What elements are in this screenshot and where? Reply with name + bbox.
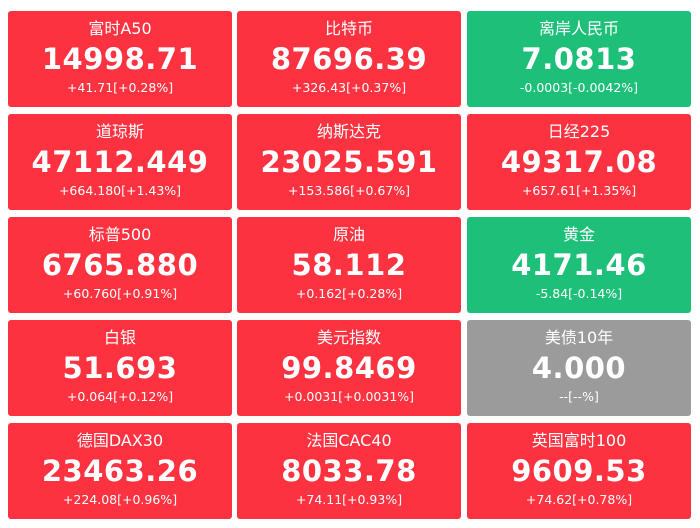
quote-price: 58.112 bbox=[291, 248, 407, 282]
quote-name: 富时A50 bbox=[88, 19, 152, 38]
quote-price: 49317.08 bbox=[500, 145, 658, 179]
quote-price: 6765.880 bbox=[41, 248, 199, 282]
quote-tile-dax30[interactable]: 德国DAX30 23463.26 +224.08[+0.96%] bbox=[8, 423, 232, 519]
quote-name: 标普500 bbox=[88, 225, 152, 244]
quote-name: 美债10年 bbox=[544, 328, 614, 347]
quote-tile-silver[interactable]: 白银 51.693 +0.064[+0.12%] bbox=[8, 320, 232, 416]
quote-name: 比特币 bbox=[324, 19, 373, 38]
quote-name: 德国DAX30 bbox=[76, 431, 164, 450]
quote-price: 99.8469 bbox=[281, 351, 417, 385]
quote-tile-cac40[interactable]: 法国CAC40 8033.78 +74.11[+0.93%] bbox=[237, 423, 461, 519]
quote-name: 美元指数 bbox=[316, 328, 381, 347]
quote-price: 87696.39 bbox=[270, 42, 428, 76]
quote-tile-ftse-china-a50[interactable]: 富时A50 14998.71 +41.71[+0.28%] bbox=[8, 11, 232, 107]
quote-name: 纳斯达克 bbox=[316, 122, 381, 141]
quote-tile-gold[interactable]: 黄金 4171.46 -5.84[-0.14%] bbox=[467, 217, 691, 313]
quote-price: 8033.78 bbox=[281, 454, 417, 488]
quote-change: +664.180[+1.43%] bbox=[58, 183, 182, 198]
quote-name: 黄金 bbox=[562, 225, 595, 244]
quote-change: +0.0031[+0.0031%] bbox=[283, 389, 415, 404]
quote-change: +41.71[+0.28%] bbox=[66, 80, 174, 95]
quote-change: +657.61[+1.35%] bbox=[521, 183, 637, 198]
quote-change: +153.586[+0.67%] bbox=[287, 183, 411, 198]
quote-change: +0.162[+0.28%] bbox=[295, 286, 403, 301]
quote-tile-nasdaq[interactable]: 纳斯达克 23025.591 +153.586[+0.67%] bbox=[237, 114, 461, 210]
quote-name: 离岸人民币 bbox=[538, 19, 619, 38]
quote-tile-bitcoin[interactable]: 比特币 87696.39 +326.43[+0.37%] bbox=[237, 11, 461, 107]
quote-change: +0.064[+0.12%] bbox=[66, 389, 174, 404]
quote-name: 英国富时100 bbox=[531, 431, 627, 450]
quote-change: --[--%] bbox=[559, 389, 599, 404]
quote-tile-crude-oil[interactable]: 原油 58.112 +0.162[+0.28%] bbox=[237, 217, 461, 313]
quote-change: +60.760[+0.91%] bbox=[62, 286, 178, 301]
quote-tile-nikkei-225[interactable]: 日经225 49317.08 +657.61[+1.35%] bbox=[467, 114, 691, 210]
quote-tile-sp500[interactable]: 标普500 6765.880 +60.760[+0.91%] bbox=[8, 217, 232, 313]
quote-change: -5.84[-0.14%] bbox=[535, 286, 623, 301]
quote-name: 白银 bbox=[103, 328, 136, 347]
quote-name: 原油 bbox=[332, 225, 365, 244]
quote-price: 7.0813 bbox=[521, 42, 637, 76]
quote-price: 4.000 bbox=[531, 351, 627, 385]
quote-name: 道琼斯 bbox=[95, 122, 144, 141]
quote-tile-us-10y-treasury[interactable]: 美债10年 4.000 --[--%] bbox=[467, 320, 691, 416]
quote-change: +74.11[+0.93%] bbox=[295, 492, 403, 507]
quote-tile-offshore-rmb[interactable]: 离岸人民币 7.0813 -0.0003[-0.0042%] bbox=[467, 11, 691, 107]
quote-price: 14998.71 bbox=[41, 42, 199, 76]
quote-price: 4171.46 bbox=[511, 248, 647, 282]
quote-price: 51.693 bbox=[62, 351, 178, 385]
quote-change: +326.43[+0.37%] bbox=[291, 80, 407, 95]
quote-price: 47112.449 bbox=[31, 145, 209, 179]
quote-price: 9609.53 bbox=[511, 454, 647, 488]
quote-tile-ftse-100[interactable]: 英国富时100 9609.53 +74.62[+0.78%] bbox=[467, 423, 691, 519]
quote-name: 日经225 bbox=[547, 122, 611, 141]
quote-price: 23025.591 bbox=[260, 145, 438, 179]
quote-change: +224.08[+0.96%] bbox=[62, 492, 178, 507]
quote-price: 23463.26 bbox=[41, 454, 199, 488]
quote-change: +74.62[+0.78%] bbox=[525, 492, 633, 507]
quote-change: -0.0003[-0.0042%] bbox=[519, 80, 639, 95]
quote-tile-dollar-index[interactable]: 美元指数 99.8469 +0.0031[+0.0031%] bbox=[237, 320, 461, 416]
quote-tile-dow-jones[interactable]: 道琼斯 47112.449 +664.180[+1.43%] bbox=[8, 114, 232, 210]
quote-name: 法国CAC40 bbox=[306, 431, 392, 450]
